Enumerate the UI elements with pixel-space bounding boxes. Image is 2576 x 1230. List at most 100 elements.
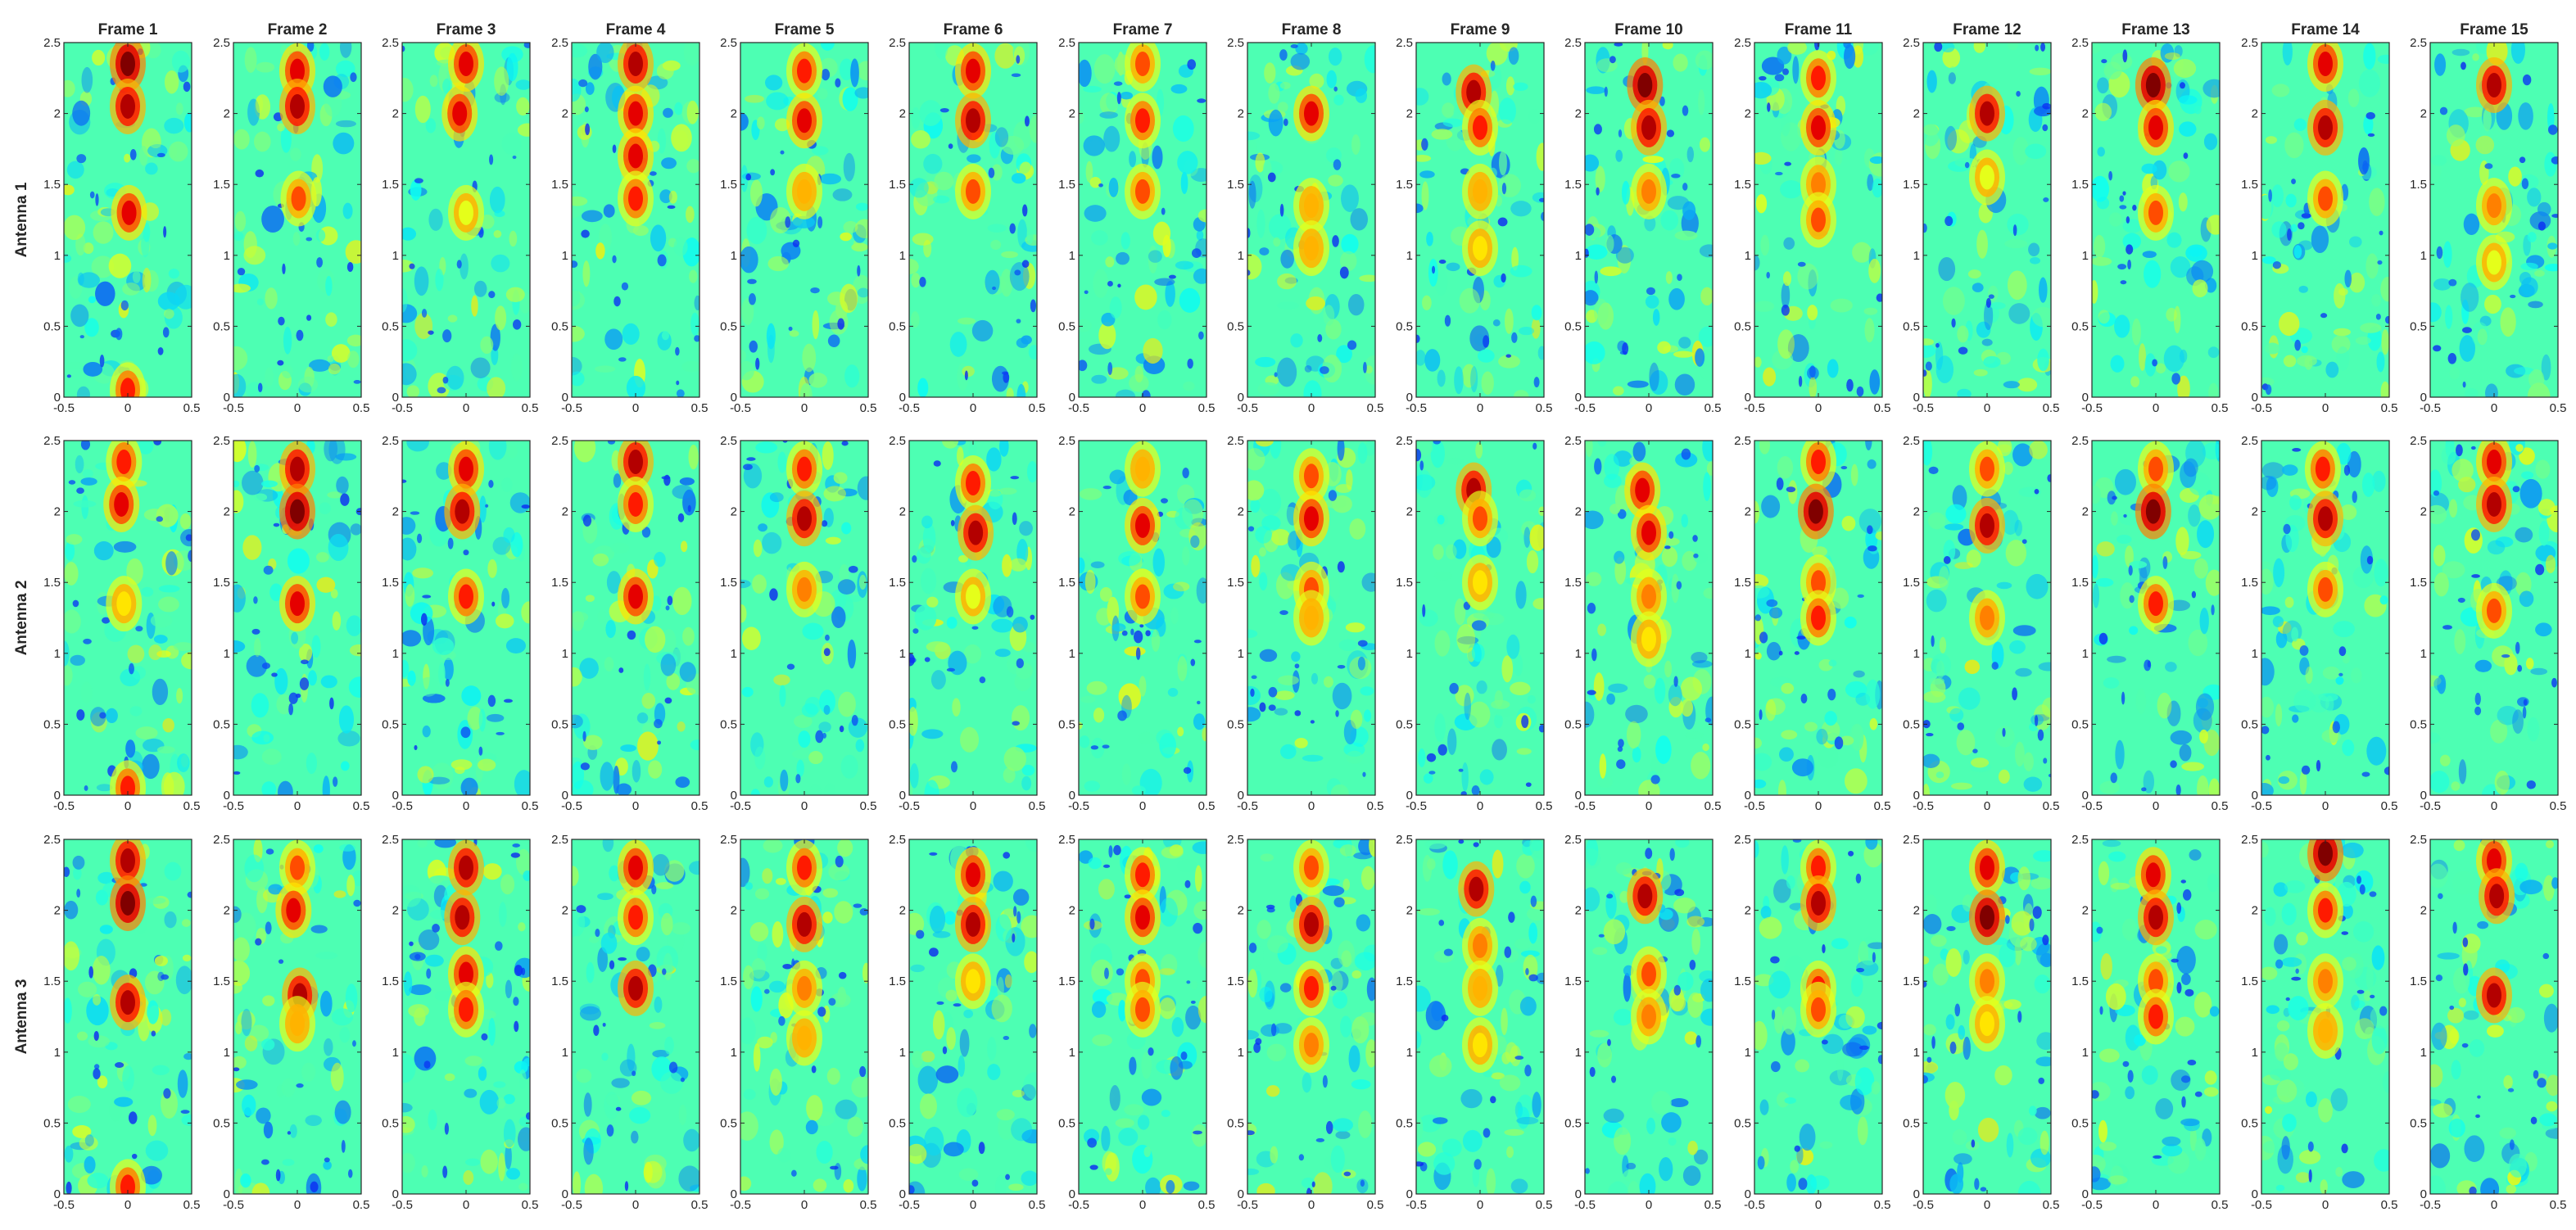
x-tick-label: 0.5	[691, 799, 709, 813]
y-tick-label: 1.5	[551, 178, 568, 192]
y-tick-label: 1	[224, 249, 230, 263]
x-tick-label: -0.5	[2251, 799, 2272, 813]
x-tick-label: 0.5	[1029, 799, 1046, 813]
y-tick-label: 1	[1745, 249, 1751, 263]
hotspot	[444, 483, 481, 540]
y-tick-label: 2.5	[720, 36, 737, 50]
hotspot	[110, 839, 146, 889]
x-tick-label: 0.5	[1705, 799, 1722, 813]
panel-r1-c6: -0.5 0 0.500.511.522.5	[889, 36, 1045, 415]
y-tick-label: 0	[899, 391, 906, 405]
y-tick-label: 1.5	[213, 975, 230, 988]
panel-r1-c11: -0.5 0 0.500.511.522.5	[1734, 36, 1890, 415]
y-tick-label: 1.5	[1734, 576, 1751, 590]
hotspot	[110, 1159, 146, 1194]
y-tick-label: 0.5	[382, 1116, 399, 1130]
hotspot	[2476, 178, 2512, 234]
speckle-texture	[1923, 43, 2051, 397]
y-tick-label: 1	[2420, 249, 2427, 263]
y-tick-label: 1.5	[1734, 975, 1751, 988]
y-tick-label: 2	[392, 904, 399, 918]
y-tick-label: 0	[1406, 1187, 1413, 1201]
hotspot	[786, 93, 822, 149]
y-tick-label: 2	[1575, 107, 1582, 121]
y-tick-label: 1	[562, 1046, 568, 1060]
panel-r2-c8: -0.5 0 0.500.511.522.5	[1227, 434, 1383, 813]
x-tick-label: 0.5	[1705, 401, 1722, 415]
y-tick-label: 2	[1069, 107, 1075, 121]
x-tick-label: 0.5	[691, 401, 709, 415]
frame-title: Frame 10	[1614, 21, 1682, 38]
speckle-texture	[1247, 43, 1375, 397]
hotspot	[1462, 917, 1498, 974]
y-tick-label: 0	[1406, 789, 1413, 803]
x-tick-label: -0.5	[1406, 1198, 1427, 1212]
hotspot	[618, 43, 654, 92]
panel-r1-c14: -0.5 0 0.500.511.522.5	[2241, 36, 2397, 415]
hotspot	[1125, 568, 1161, 625]
panel-r2-c4: -0.5 0 0.500.511.522.5	[551, 434, 709, 813]
hotspot	[2307, 953, 2343, 1010]
y-tick-label: 0.5	[2410, 319, 2427, 333]
y-tick-label: 1	[1913, 1046, 1920, 1060]
hotspot	[2304, 441, 2341, 497]
x-tick-label: 0	[1646, 799, 1652, 813]
x-tick-label: -0.5	[1574, 799, 1596, 813]
y-tick-label: 1.5	[2410, 975, 2427, 988]
y-tick-label: 0	[1913, 391, 1920, 405]
x-tick-label: -0.5	[53, 1198, 75, 1212]
speckle-texture	[1585, 839, 1713, 1194]
y-tick-label: 1	[731, 1046, 737, 1060]
y-tick-label: 1	[1238, 249, 1244, 263]
hotspot	[1125, 497, 1161, 554]
y-tick-label: 2.5	[213, 833, 230, 847]
y-tick-label: 1.5	[551, 576, 568, 590]
hotspot	[1462, 220, 1498, 277]
panel-r2-c7: -0.5 0 0.500.511.522.5	[1058, 434, 1215, 813]
y-tick-label: 0.5	[551, 717, 568, 731]
y-tick-label: 1	[899, 1046, 906, 1060]
hotspot	[1800, 441, 1836, 490]
y-tick-label: 0.5	[2410, 717, 2427, 731]
speckle-texture	[2261, 43, 2389, 397]
speckle-texture	[2430, 43, 2558, 397]
y-tick-label: 0.5	[43, 717, 61, 731]
hotspot	[106, 576, 143, 632]
hotspot	[2307, 839, 2343, 882]
x-tick-label: 0.5	[1198, 799, 1216, 813]
x-tick-label: 0	[463, 401, 469, 415]
y-tick-label: 1	[1745, 647, 1751, 661]
y-tick-label: 2.5	[2241, 434, 2258, 448]
hotspot	[786, 896, 822, 952]
x-tick-label: -0.5	[1237, 799, 1258, 813]
panel-r1-c10: -0.5 0 0.500.511.522.5	[1564, 36, 1721, 415]
y-tick-label: 2	[731, 107, 737, 121]
y-tick-label: 2	[731, 505, 737, 519]
hotspot	[1462, 99, 1498, 156]
x-tick-label: 0.5	[2043, 401, 2060, 415]
hotspot	[279, 483, 315, 540]
hotspot	[448, 568, 484, 625]
hotspot	[1125, 889, 1161, 946]
y-tick-label: 0	[392, 391, 399, 405]
hotspot	[955, 568, 991, 625]
y-tick-label: 2.5	[551, 36, 568, 50]
panels-layer: -0.5 0 0.500.511.522.5-0.5 0 0.500.511.522.5…	[43, 36, 2566, 1212]
panel-r2-c14: -0.5 0 0.500.511.522.5	[2241, 434, 2397, 813]
x-tick-label: 0.5	[1536, 401, 1553, 415]
panel-r3-c2: -0.5 0 0.500.511.522.5	[213, 833, 369, 1212]
y-tick-label: 0	[54, 391, 61, 405]
y-tick-label: 2.5	[1903, 36, 1920, 50]
y-tick-label: 2.5	[382, 434, 399, 448]
y-tick-label: 2	[2082, 904, 2089, 918]
hotspot	[1125, 163, 1161, 219]
y-tick-label: 1.5	[1564, 178, 1582, 192]
x-tick-label: 0	[124, 1198, 131, 1212]
panel-r3-c14: -0.5 0 0.500.511.522.5	[2241, 833, 2397, 1212]
hotspot	[2138, 99, 2174, 156]
x-tick-label: 0.5	[183, 1198, 201, 1212]
hotspot	[955, 896, 991, 952]
y-tick-label: 0	[392, 789, 399, 803]
hotspot	[444, 889, 481, 946]
panel-r3-c8: -0.5 0 0.500.511.522.5	[1227, 833, 1383, 1212]
